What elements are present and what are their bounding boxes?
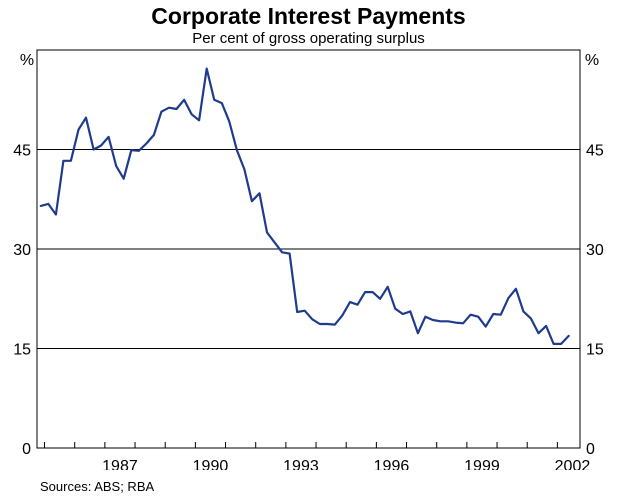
chart-title: Corporate Interest Payments <box>151 3 466 29</box>
x-tick-label: 1996 <box>374 458 410 470</box>
x-tick-label: 1999 <box>464 458 500 470</box>
series-group <box>39 67 570 345</box>
x-tick-label: 1993 <box>283 458 319 470</box>
plot-frame <box>36 49 581 449</box>
y-tick-label-right: 30 <box>586 242 604 259</box>
y-tick-label-left: 30 <box>13 242 31 259</box>
x-tick-label: 1990 <box>193 458 229 470</box>
gridlines <box>37 149 580 349</box>
series-line-0 <box>39 67 570 345</box>
source-note: Sources: ABS; RBA <box>40 479 155 494</box>
y-tick-label-right: 0 <box>586 441 595 458</box>
y-tick-label-left: 15 <box>13 342 31 359</box>
axis-labels: 0 0 15 15 30 30 45 45 1987 1990 1993 1996 1999 2002 <box>13 143 604 471</box>
y-tick-label-right: 45 <box>586 143 604 160</box>
x-tick-label: 2002 <box>555 458 591 470</box>
x-tick-label: 1987 <box>102 458 138 470</box>
y-tick-label-left: 45 <box>13 143 31 160</box>
axis-ticks <box>44 442 558 448</box>
y-unit-left: % <box>20 52 34 69</box>
y-tick-label-right: 15 <box>586 342 604 359</box>
chart-subtitle: Per cent of gross operating surplus <box>192 30 425 47</box>
y-unit-right: % <box>585 52 599 69</box>
y-tick-label-left: 0 <box>22 441 31 458</box>
line-chart: 0 0 15 15 30 30 45 45 1987 1990 1993 1996 1999 2002 %… <box>13 49 604 471</box>
